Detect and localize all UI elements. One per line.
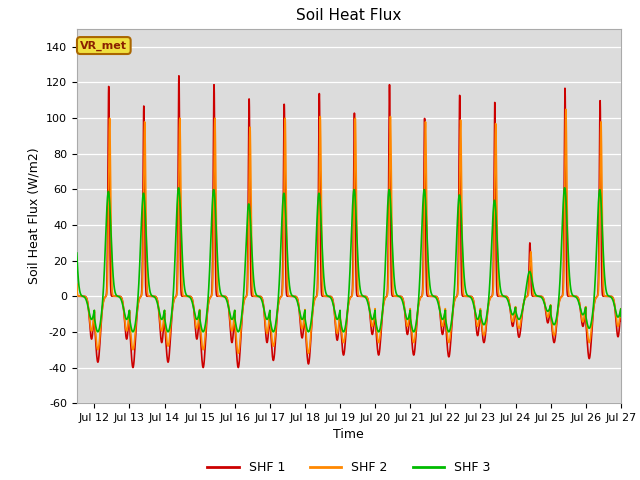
- Text: VR_met: VR_met: [80, 40, 127, 51]
- X-axis label: Time: Time: [333, 429, 364, 442]
- Title: Soil Heat Flux: Soil Heat Flux: [296, 9, 401, 24]
- Y-axis label: Soil Heat Flux (W/m2): Soil Heat Flux (W/m2): [28, 148, 40, 284]
- Legend: SHF 1, SHF 2, SHF 3: SHF 1, SHF 2, SHF 3: [202, 456, 495, 480]
